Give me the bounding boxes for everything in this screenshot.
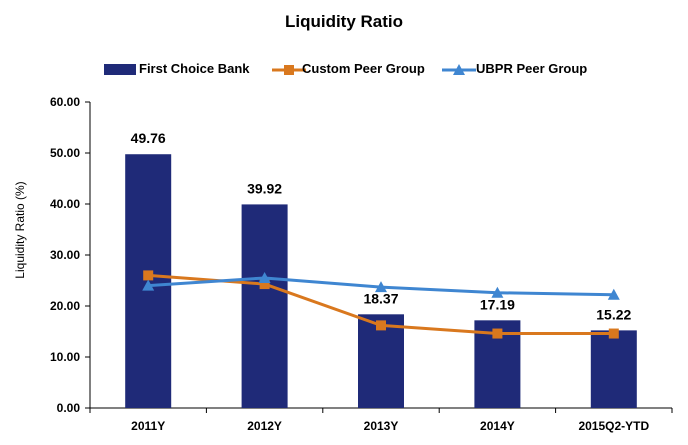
square-marker (259, 279, 270, 290)
y-tick-label: 20.00 (50, 299, 80, 313)
legend-swatch-marker (453, 64, 465, 75)
bar-data-label: 17.19 (480, 296, 515, 312)
y-tick-label: 30.00 (50, 248, 80, 262)
legend: First Choice Bank Custom Peer Group UBPR… (0, 60, 688, 80)
legend-label: First Choice Bank (139, 61, 250, 76)
legend-label: Custom Peer Group (302, 61, 425, 76)
y-tick-label: 40.00 (50, 197, 80, 211)
square-marker (376, 320, 386, 331)
x-tick-label: 2012Y (247, 419, 282, 433)
y-tick-label: 0.00 (57, 401, 81, 415)
y-tick-label: 10.00 (50, 350, 80, 364)
bar (241, 204, 288, 408)
legend-bar-swatch (104, 64, 136, 75)
bar (590, 330, 637, 408)
y-tick-label: 50.00 (50, 146, 80, 160)
triangle-marker (258, 271, 271, 283)
legend-swatch-marker (284, 65, 294, 75)
x-tick-label: 2013Y (364, 419, 399, 433)
bar-data-label: 18.37 (363, 290, 398, 306)
chart-title: Liquidity Ratio (284, 12, 404, 31)
triangle-marker (142, 279, 155, 291)
legend-line-swatch (442, 64, 476, 75)
legend-label: UBPR Peer Group (476, 61, 588, 76)
x-tick-label: 2011Y (131, 419, 165, 433)
square-marker (608, 328, 619, 339)
legend-line-swatch (272, 65, 306, 75)
triangle-marker (375, 281, 387, 293)
square-marker (492, 328, 503, 339)
x-tick-label: 2015Q2-YTD (578, 419, 649, 433)
bar-data-label: 15.22 (596, 306, 631, 322)
bar-data-label: 39.92 (247, 180, 282, 196)
y-tick-label: 60.00 (50, 95, 80, 109)
triangle-marker (491, 286, 504, 298)
bar-data-label: 49.76 (131, 130, 166, 146)
triangle-marker (607, 288, 620, 300)
square-marker (143, 270, 154, 281)
legend-swatch-bar (104, 64, 136, 75)
x-tick-label: 2014Y (480, 419, 515, 433)
